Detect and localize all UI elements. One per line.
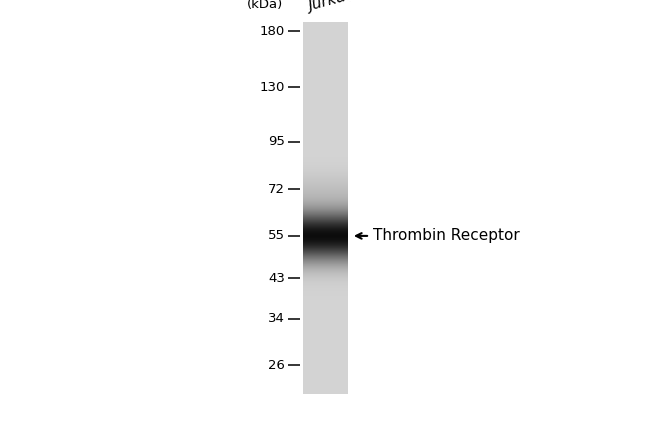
Text: (kDa): (kDa) [247,0,283,11]
Text: 26: 26 [268,359,285,372]
Text: 95: 95 [268,135,285,148]
Text: 72: 72 [268,183,285,196]
Text: 180: 180 [260,25,285,38]
Text: 130: 130 [259,81,285,94]
Text: 43: 43 [268,272,285,285]
Text: Thrombin Receptor: Thrombin Receptor [373,228,520,243]
Text: Jurkat: Jurkat [307,0,354,14]
Text: 55: 55 [268,230,285,242]
Text: 34: 34 [268,312,285,325]
